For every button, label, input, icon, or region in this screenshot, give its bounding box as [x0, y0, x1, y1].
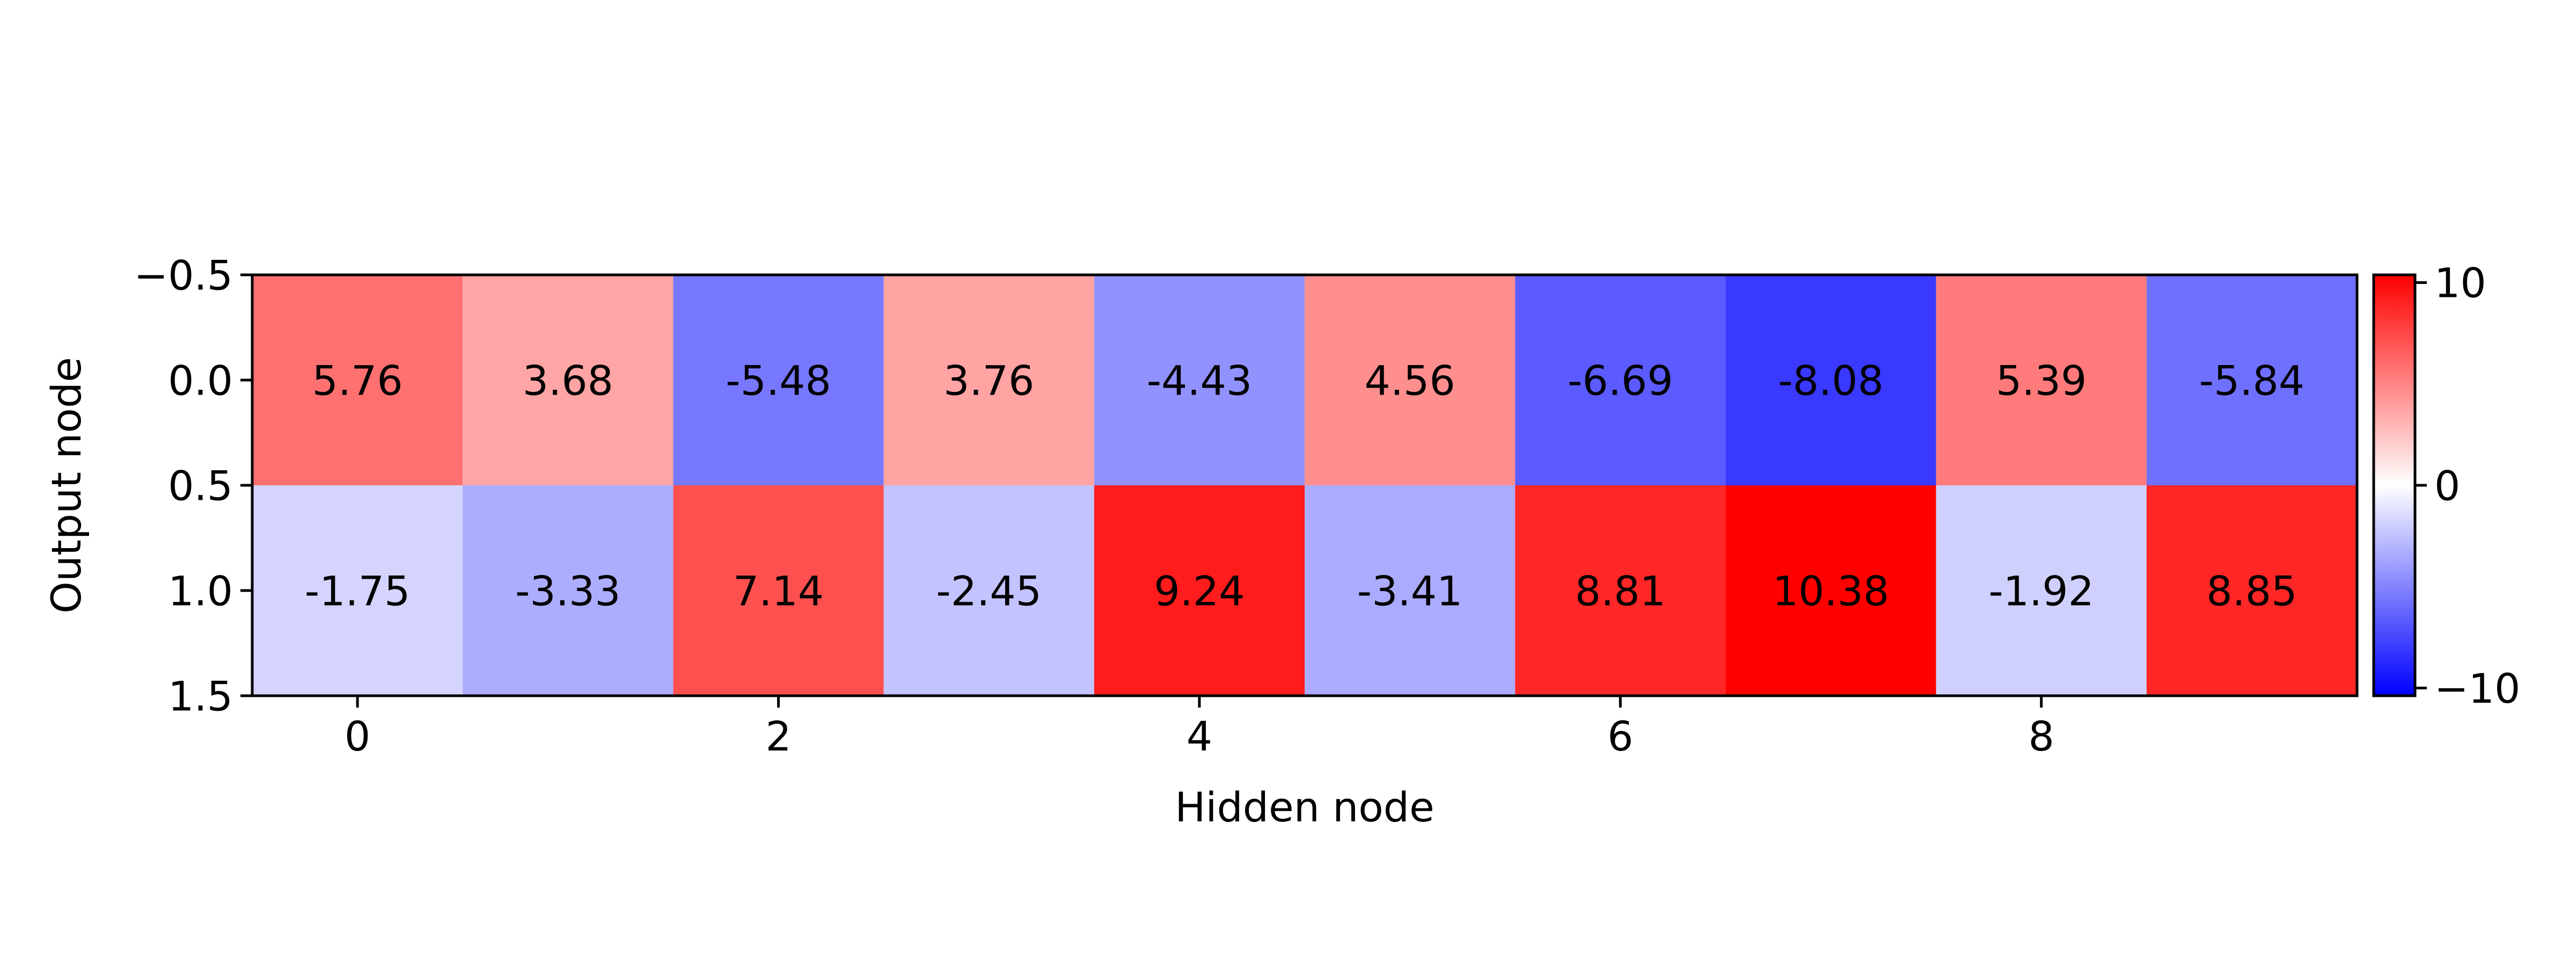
cell-value-label: 5.39: [1996, 356, 2087, 404]
heatmap-cell-labels: 5.76 3.68 -5.48 3.76 -4.43 4.56 -6.69 -8.08 5.39…: [305, 356, 2304, 615]
y-tick-label: −0.5: [134, 251, 233, 299]
heatmap-cell-r1-c9: [2146, 485, 2357, 696]
heatmap-cell-r0-c8: [1936, 275, 2147, 485]
cell-value-label: 8.81: [1575, 567, 1666, 615]
cell-value-label: -4.43: [1147, 356, 1253, 404]
heatmap-cell-r0-c5: [1305, 275, 1516, 485]
heatmap-cell-r1-c1: [463, 485, 674, 696]
cell-value-label: -6.69: [1568, 356, 1673, 404]
cell-value-label: -5.48: [726, 356, 831, 404]
heatmap-cell-r0-c3: [883, 275, 1094, 485]
heatmap-cell-r0-c0: [252, 275, 463, 485]
heatmap-cell-r0-c9: [2146, 275, 2357, 485]
cell-value-label: -8.08: [1778, 356, 1884, 404]
heatmap-cell-r1-c2: [673, 485, 884, 696]
cell-value-label: -3.41: [1357, 567, 1463, 615]
cell-value-label: -2.45: [936, 567, 1042, 615]
x-tick-label: 2: [765, 712, 791, 760]
cell-value-label: -1.92: [1988, 567, 2094, 615]
y-tick-label: 0.0: [168, 356, 233, 404]
cell-value-label: -5.84: [2199, 356, 2305, 404]
heatmap-cell-r1-c3: [883, 485, 1094, 696]
heatmap-cell-r0-c4: [1094, 275, 1305, 485]
y-tick-label: 1.5: [168, 672, 233, 720]
cell-value-label: 5.76: [312, 356, 402, 404]
cell-value-label: 3.68: [523, 356, 613, 404]
heatmap-cell-r0-c7: [1725, 275, 1936, 485]
y-tick-label: 0.5: [168, 462, 233, 509]
heatmap-cell-r1-c8: [1936, 485, 2147, 696]
x-tick-label: 6: [1607, 712, 1633, 760]
heatmap-cell-r1-c4: [1094, 485, 1305, 696]
colorbar-tick-label: −10: [2434, 665, 2520, 712]
colorbar-tick-label: 0: [2434, 462, 2460, 509]
x-tick-label: 4: [1187, 712, 1212, 760]
cell-value-label: -3.33: [515, 567, 621, 615]
heatmap-cell-r1-c6: [1515, 485, 1726, 696]
cell-value-label: 9.24: [1154, 567, 1245, 615]
heatmap-cells: [252, 275, 2357, 696]
heatmap-cell-r0-c1: [463, 275, 674, 485]
cell-value-label: 10.38: [1773, 567, 1890, 615]
y-axis-label: Output node: [42, 357, 90, 614]
heatmap-cell-r0-c6: [1515, 275, 1726, 485]
heatmap-cell-r1-c7: [1725, 485, 1936, 696]
cell-value-label: -1.75: [305, 567, 411, 615]
y-tick-label: 1.0: [168, 567, 233, 615]
cell-value-label: 8.85: [2206, 567, 2297, 615]
x-tick-label: 0: [345, 712, 370, 760]
colorbar: [2372, 273, 2417, 697]
x-axis-ticks: 0 2 4 6 8: [345, 696, 2054, 760]
heatmap-cell-r0-c2: [673, 275, 884, 485]
heatmap-cell-r1-c5: [1305, 485, 1516, 696]
heatmap-cell-r1-c0: [252, 485, 463, 696]
colorbar-ticks: 10 0 −10: [2415, 259, 2520, 712]
cell-value-label: 4.56: [1364, 356, 1455, 404]
cell-value-label: 3.76: [943, 356, 1034, 404]
y-axis-ticks: −0.5 0.0 0.5 1.0 1.5: [134, 251, 252, 720]
cell-value-label: 7.14: [733, 567, 824, 615]
x-axis-label: Hidden node: [1175, 783, 1435, 831]
colorbar-tick-label: 10: [2434, 259, 2486, 307]
x-tick-label: 8: [2029, 712, 2054, 760]
